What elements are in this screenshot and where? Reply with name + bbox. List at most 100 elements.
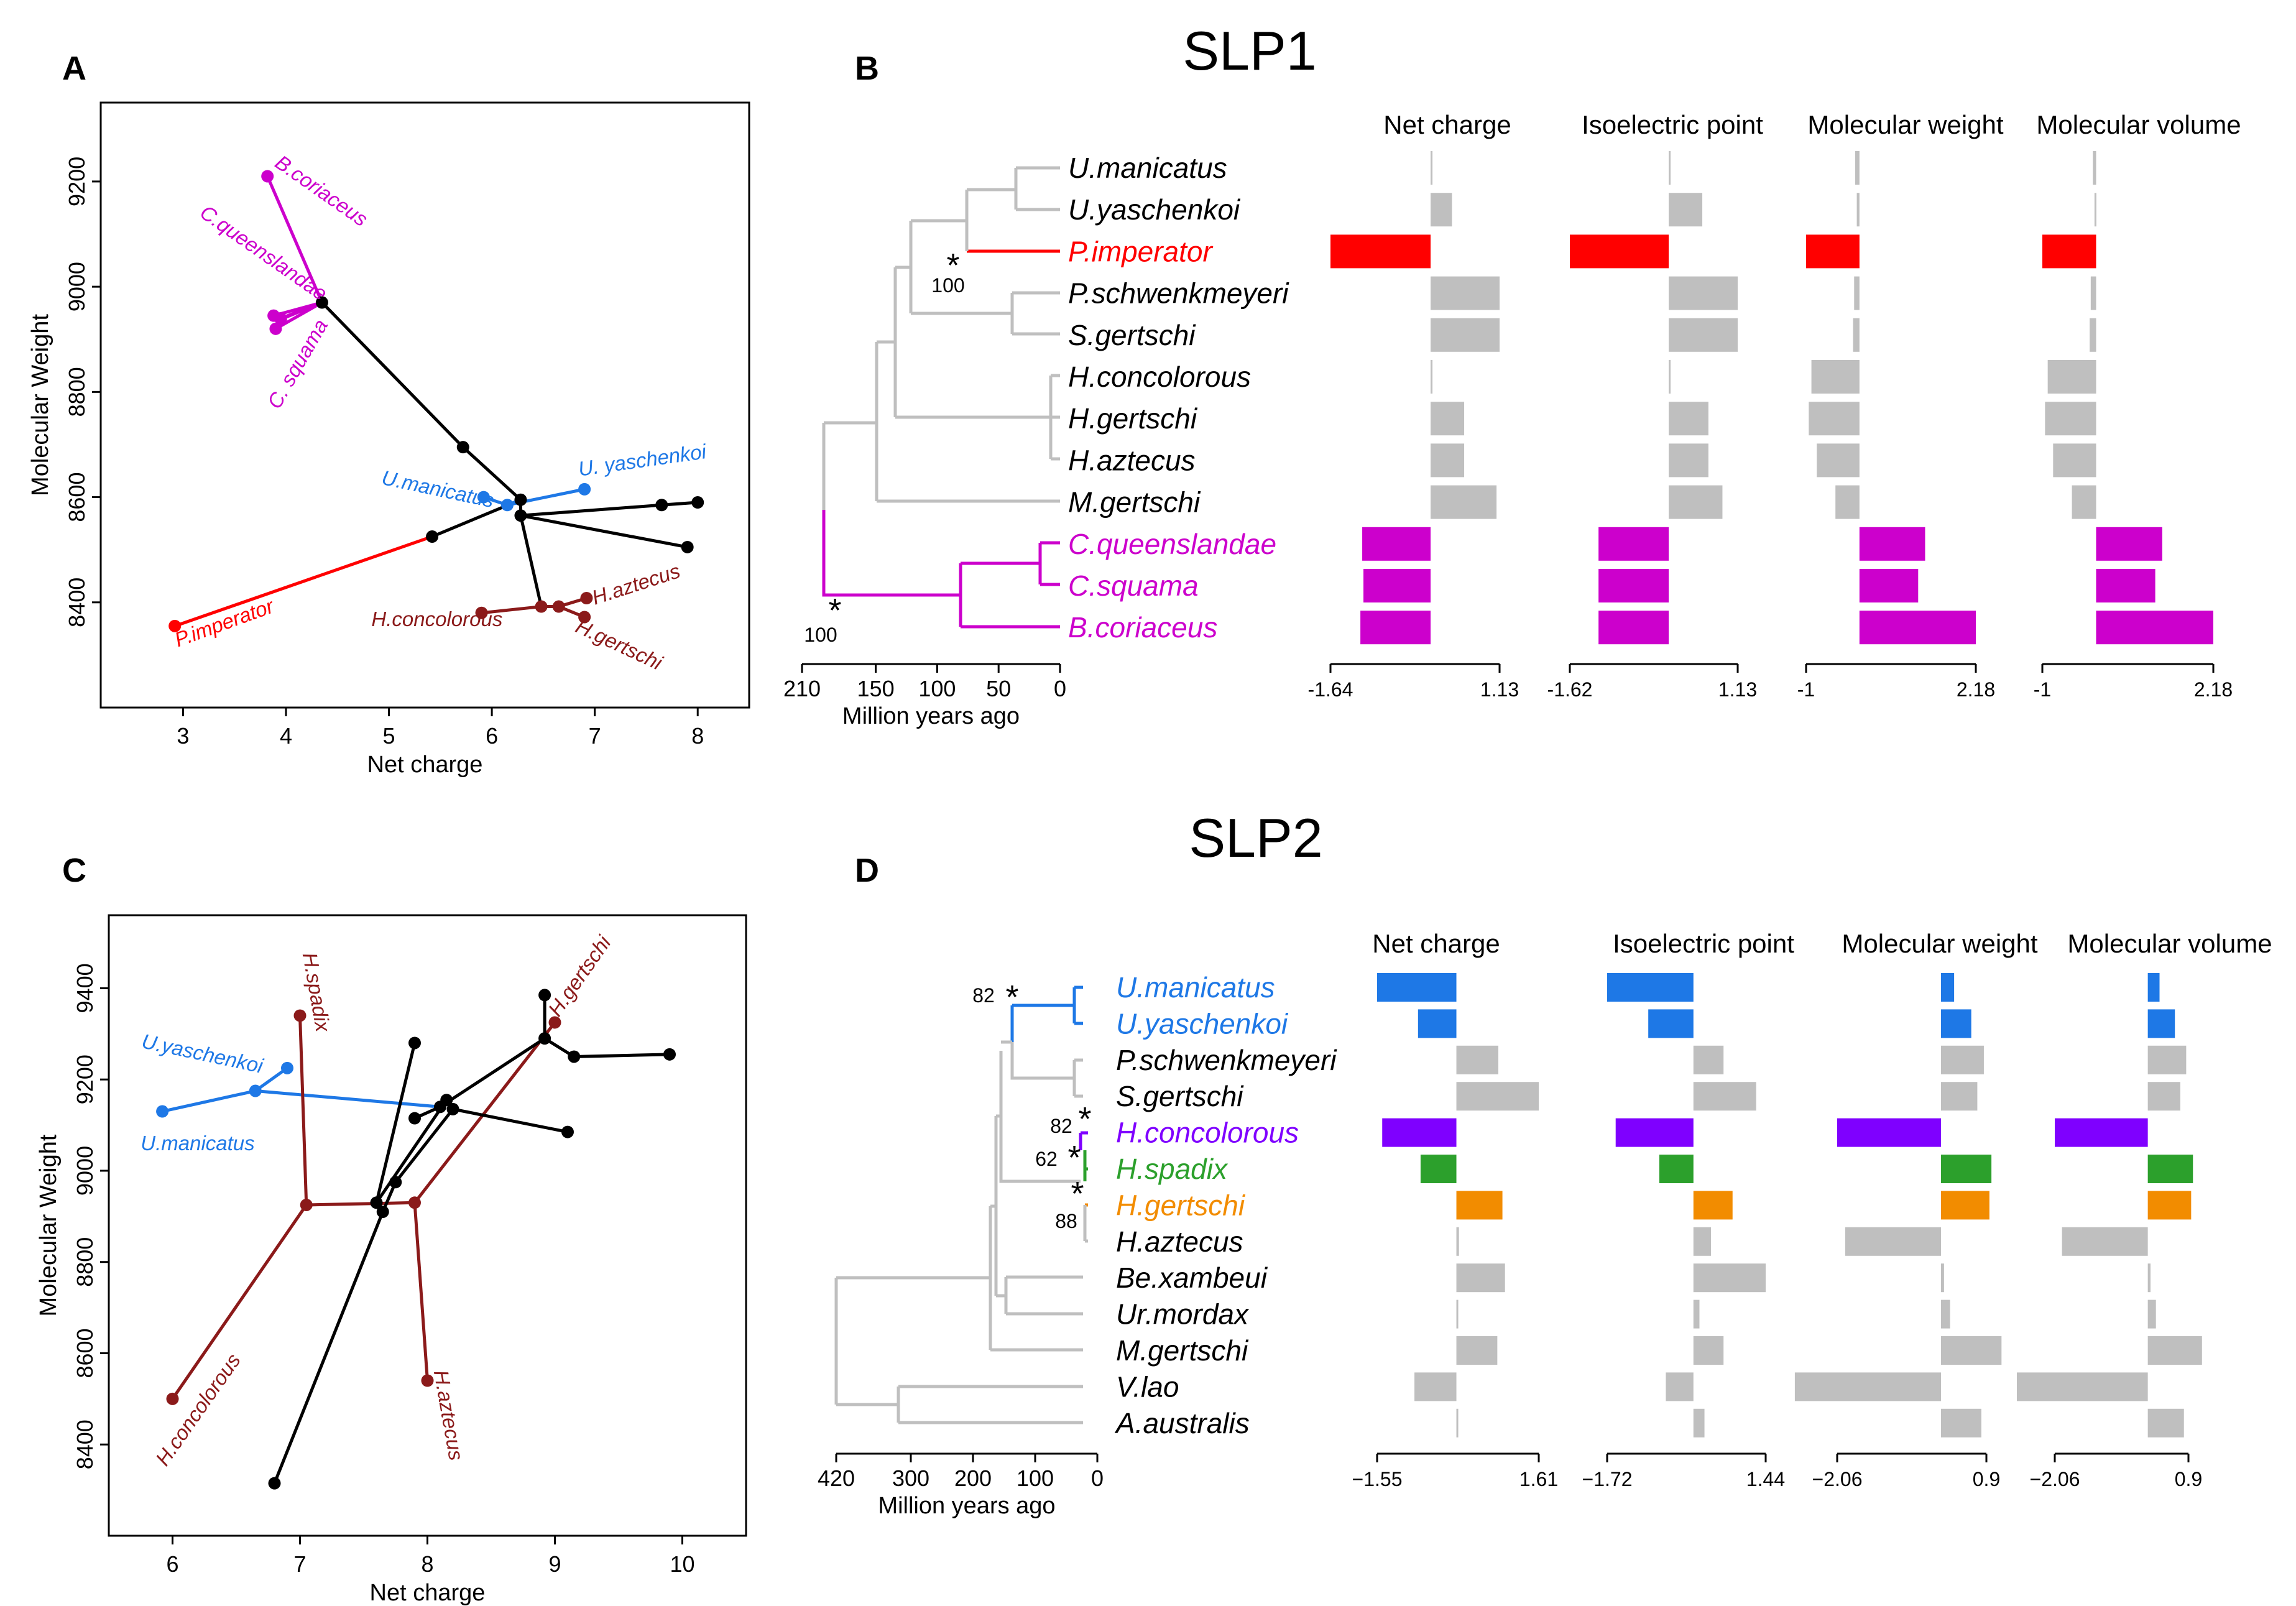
bar-h-concolorous bbox=[1431, 360, 1433, 394]
network-node bbox=[315, 296, 328, 309]
network-node bbox=[580, 592, 593, 605]
bar-range-label: −2.06 bbox=[1812, 1468, 1863, 1490]
tree-branch bbox=[897, 1385, 1083, 1424]
tree-branch bbox=[822, 421, 877, 510]
species-label-h-concolorous: H.concolorous bbox=[1068, 361, 1251, 393]
network-edge bbox=[481, 605, 542, 615]
tree-bars-b: 210 150 100 50 0 Million years ago U.manicatus… bbox=[783, 110, 2241, 729]
x-tick-label: 6 bbox=[166, 1551, 178, 1577]
bar-u-yaschenkoi bbox=[1856, 193, 1860, 227]
x-tick-label: 10 bbox=[670, 1551, 694, 1577]
plot-frame bbox=[108, 914, 747, 1537]
plot-frame bbox=[99, 101, 750, 709]
y-tick-label: 8400 bbox=[72, 1419, 98, 1469]
y-tick-label: 9200 bbox=[64, 157, 90, 206]
support-value: 62 bbox=[1035, 1148, 1058, 1170]
network-node bbox=[568, 1050, 581, 1063]
y-tick-label: 8600 bbox=[64, 473, 90, 522]
bar-h-aztecus bbox=[2062, 1227, 2148, 1256]
bar-b-coriaceus bbox=[2096, 611, 2213, 645]
bar-h-concolorous bbox=[2055, 1118, 2148, 1147]
network-node bbox=[408, 1036, 421, 1050]
species-label-u-yaschenkoi: U. yaschenkoi bbox=[577, 440, 709, 481]
bar-h-spadix bbox=[1659, 1155, 1694, 1183]
species-label-u-manicatus: U.manicatus bbox=[141, 1132, 254, 1155]
x-tick-label: 8 bbox=[691, 723, 704, 749]
tree-tick-label: 150 bbox=[857, 676, 895, 701]
network-edge bbox=[394, 1108, 454, 1183]
bar-h-gertschi bbox=[1669, 402, 1708, 436]
bar-c-queenslandae bbox=[2096, 527, 2162, 561]
bar-h-gertschi bbox=[2045, 402, 2096, 436]
network-node bbox=[578, 611, 591, 624]
bar-s-gertschi bbox=[1669, 318, 1738, 352]
bar-u-yaschenkoi bbox=[2094, 193, 2096, 227]
bar-h-gertschi bbox=[1456, 1191, 1503, 1220]
tree-branch bbox=[875, 340, 1060, 503]
species-label-v-lao: V.lao bbox=[1116, 1370, 1179, 1403]
bar-range-label: -1 bbox=[2034, 678, 2051, 701]
column-header-isoelectric-point: Isoelectric point bbox=[1613, 929, 1794, 958]
tree-axis-label: Million years ago bbox=[842, 703, 1020, 729]
bar-range-label: 0.9 bbox=[2175, 1468, 2202, 1490]
bar-p-schwenkmeyeri bbox=[1669, 276, 1738, 310]
bar-h-aztecus bbox=[2053, 443, 2096, 478]
tree-tick-label: 0 bbox=[1091, 1465, 1104, 1491]
bar-be-xambeui bbox=[1941, 1263, 1944, 1293]
bar-range-label: -1.62 bbox=[1547, 678, 1593, 701]
tree-axis-label: Million years ago bbox=[878, 1493, 1055, 1519]
network-edge bbox=[162, 1089, 256, 1113]
title-slp2: SLP2 bbox=[1189, 807, 1322, 869]
bar-p-schwenkmeyeri bbox=[1693, 1045, 1724, 1074]
bar-m-gertschi bbox=[1669, 485, 1723, 519]
species-label-be-xambeui: Be.xambeui bbox=[1116, 1262, 1268, 1294]
species-label-u-yaschenkoi: U.yaschenkoi bbox=[1116, 1007, 1289, 1040]
bar-v-lao bbox=[1794, 1372, 1942, 1401]
x-tick-label: 9 bbox=[548, 1551, 561, 1577]
species-label-p-schwenkmeyeri: P.schwenkmeyeri bbox=[1068, 277, 1289, 310]
bar-p-imperator bbox=[1570, 234, 1669, 269]
bar-u-manicatus bbox=[1607, 973, 1694, 1002]
network-node bbox=[426, 530, 439, 543]
bar-c-queenslandae bbox=[1859, 527, 1925, 561]
species-label-c-squama: C.squama bbox=[1068, 570, 1199, 602]
bar-c-queenslandae bbox=[1362, 527, 1431, 561]
x-tick-label: 7 bbox=[589, 723, 601, 749]
species-label-s-gertschi: S.gertschi bbox=[1068, 319, 1196, 351]
bar-c-squama bbox=[1363, 569, 1431, 602]
bar-s-gertschi bbox=[1941, 1082, 1978, 1111]
network-edge bbox=[174, 535, 433, 628]
network-node bbox=[477, 491, 490, 504]
column-header-isoelectric-point: Isoelectric point bbox=[1582, 110, 1763, 139]
bar-range-label: −1.55 bbox=[1352, 1468, 1403, 1490]
tree-branch bbox=[1004, 1275, 1083, 1316]
species-label-h-concolorous: H.concolorous bbox=[1116, 1117, 1299, 1149]
column-header-net-charge: Net charge bbox=[1372, 929, 1500, 958]
network-node bbox=[691, 496, 704, 509]
species-label-h-aztecus: H.aztecus bbox=[1068, 444, 1196, 476]
support-value: 82 bbox=[1050, 1115, 1072, 1137]
x-tick-label: 7 bbox=[293, 1551, 306, 1577]
bar-h-spadix bbox=[1941, 1155, 1992, 1183]
network-plot-c: 6 7 8 9 10 8400 8600 8800 9000 9200 9400 Net charge… bbox=[35, 914, 747, 1606]
network-edge bbox=[255, 1089, 441, 1109]
bar-u-manicatus bbox=[1855, 151, 1860, 185]
species-label-u-yaschenkoi: U.yaschenkoi bbox=[1068, 193, 1241, 226]
species-label-c-queenslandae: C.queenslandae bbox=[1068, 528, 1276, 560]
bar-u-manicatus bbox=[1431, 151, 1433, 185]
bar-be-xambeui bbox=[1456, 1263, 1505, 1293]
panel-label-b: B bbox=[855, 50, 879, 87]
network-node bbox=[269, 322, 282, 335]
network-node bbox=[548, 1016, 561, 1029]
column-header-molecular-volume: Molecular volume bbox=[2067, 929, 2272, 958]
tree-branch bbox=[893, 265, 1051, 419]
bar-u-manicatus bbox=[1941, 973, 1955, 1002]
bar-b-coriaceus bbox=[1360, 611, 1431, 645]
bar-u-yaschenkoi bbox=[1669, 193, 1703, 227]
network-edge bbox=[375, 1042, 417, 1203]
x-tick-label: 3 bbox=[177, 723, 189, 749]
bar-ur-mordax bbox=[2147, 1299, 2156, 1329]
bar-u-yaschenkoi bbox=[1648, 1009, 1694, 1038]
network-edge bbox=[462, 446, 522, 501]
